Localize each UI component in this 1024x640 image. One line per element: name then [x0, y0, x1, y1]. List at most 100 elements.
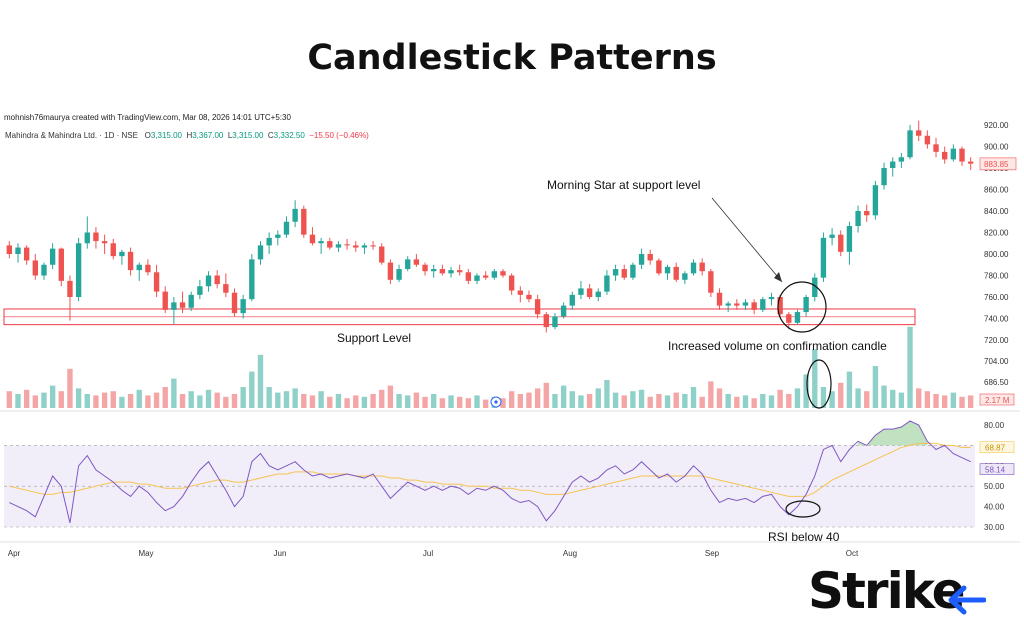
candle-body — [93, 232, 99, 242]
candle-body — [84, 232, 90, 244]
candle-body — [907, 130, 913, 158]
candle-body — [491, 271, 498, 278]
volume-bar — [760, 394, 766, 408]
volume-bar — [301, 394, 307, 408]
volume-bar — [682, 394, 688, 408]
high-label: H — [186, 131, 193, 140]
volume-bar — [812, 349, 818, 408]
last-price-tag — [979, 157, 1017, 171]
annotation-volume: Increased volume on confirmation candle — [668, 339, 887, 353]
volume-bar — [638, 389, 645, 408]
volume-bar — [266, 387, 272, 408]
volume-bar — [725, 394, 731, 408]
last-price-label: 883.85 — [984, 160, 1009, 169]
candle-body — [309, 234, 316, 244]
price-tick-label: 720.00 — [984, 336, 1009, 345]
volume-bar — [699, 396, 705, 408]
candle-body — [15, 247, 21, 254]
candle-body — [41, 264, 47, 276]
volume-bar — [604, 380, 610, 408]
event-marker-dot — [494, 400, 498, 404]
volume-bar — [136, 389, 142, 408]
candle-body — [275, 234, 281, 238]
low-label: L — [227, 131, 233, 140]
annotations: Morning Star at support level Support Lev… — [0, 178, 1020, 544]
rsi-band — [4, 445, 975, 527]
candle-body — [249, 259, 255, 300]
candle-body — [353, 245, 359, 248]
volume-bar — [249, 371, 255, 408]
price-tick-label: 920.00 — [984, 121, 1009, 130]
volume-bar — [23, 389, 30, 408]
volume-bar — [950, 392, 957, 408]
candle-body — [127, 251, 134, 271]
volume-bar — [777, 389, 783, 408]
volume-tick-label: 704.00 — [984, 357, 1009, 366]
candle-body — [760, 299, 766, 310]
volume-bar — [15, 394, 21, 408]
candle-body — [682, 273, 688, 280]
volume-bar — [500, 398, 506, 408]
volume-bar — [188, 391, 194, 408]
volume-last-tag — [979, 393, 1015, 406]
candle-body — [716, 292, 723, 306]
rsi-value: 58.14 — [985, 466, 1006, 475]
price-tick-label: 780.00 — [984, 272, 1009, 281]
close-value: 3,332.50 — [273, 131, 305, 140]
volume-circle — [806, 359, 832, 409]
volume-bar — [6, 391, 13, 408]
candle-body — [690, 262, 697, 274]
candle-body — [508, 275, 515, 291]
candle-body — [422, 264, 428, 272]
candle-body — [240, 299, 246, 314]
volume-bar — [370, 394, 376, 408]
annotation-morning-star: Morning Star at support level — [547, 178, 700, 192]
volume-bar — [465, 398, 472, 408]
candle-body — [967, 161, 974, 164]
candle-body — [405, 259, 411, 270]
volume-bar — [855, 388, 861, 408]
volume-bar — [656, 394, 662, 408]
candle-body — [188, 294, 194, 308]
candle-body — [197, 286, 203, 295]
candle-body — [413, 259, 420, 265]
rsi-circle — [785, 500, 821, 518]
rsi-tick-label: 40.00 — [984, 503, 1005, 512]
candle-body — [370, 245, 376, 247]
volume-bar — [327, 396, 333, 408]
candle-body — [67, 280, 73, 297]
volume-bar — [881, 385, 887, 408]
volume-tick-label: 686.50 — [984, 378, 1009, 387]
candle-body — [439, 269, 446, 274]
price-tick-label: 800.00 — [984, 250, 1009, 259]
high-value: 3,367.00 — [192, 131, 224, 140]
candle-body — [768, 297, 775, 300]
x-tick-label: Apr — [8, 549, 21, 558]
volume-bar — [396, 394, 402, 408]
volume-bar — [916, 388, 922, 408]
volume-bar — [942, 395, 948, 408]
volume-bar — [179, 394, 186, 408]
candle-body — [664, 266, 671, 274]
candle-body — [595, 291, 601, 297]
candle-body — [162, 291, 168, 310]
candle-body — [725, 303, 731, 306]
candle-body — [482, 275, 489, 278]
support-level-box — [3, 308, 916, 326]
candle-body — [6, 245, 13, 254]
price-tick-label: 740.00 — [984, 315, 1009, 324]
candle-body — [214, 275, 220, 285]
candle-body — [647, 254, 653, 261]
candle-body — [898, 157, 905, 162]
candle-body — [58, 248, 64, 281]
volume-bar — [621, 395, 627, 408]
chart-credit: mohnish76maurya created with TradingView… — [4, 113, 291, 122]
volume-bar — [49, 385, 56, 408]
low-value: 3,315.00 — [232, 131, 264, 140]
candle-body — [621, 269, 627, 278]
annotation-arrow-line — [711, 197, 783, 283]
volume-bar — [890, 389, 896, 408]
volume-bar — [387, 385, 394, 408]
candle-body — [266, 237, 272, 246]
